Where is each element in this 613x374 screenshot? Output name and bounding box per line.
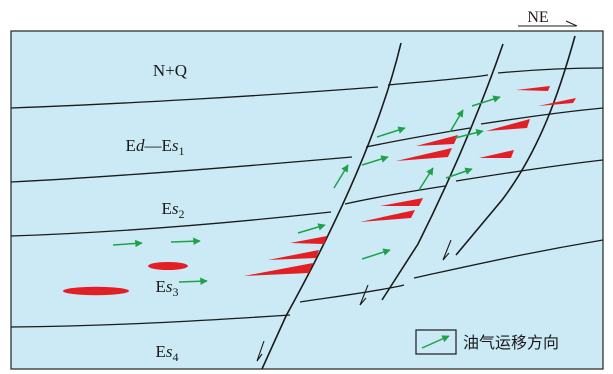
reservoir-wedge-f2-4 — [396, 148, 452, 161]
migration-arrow — [376, 126, 406, 138]
boundary-es3-base — [11, 239, 603, 328]
direction-tick — [565, 20, 578, 27]
direction-label: NE — [527, 9, 548, 26]
fault-1 — [261, 42, 402, 369]
migration-arrow — [361, 248, 391, 260]
faults — [261, 35, 576, 369]
strata-boundaries — [11, 67, 603, 328]
reservoirs — [63, 86, 576, 296]
legend-arrow-icon — [421, 335, 450, 349]
unit-label-part: 4 — [173, 350, 179, 364]
reservoir-wedge-f1-2 — [268, 250, 319, 260]
reservoir-wedge-f3-2 — [479, 150, 514, 158]
migration-arrow — [449, 109, 464, 133]
reservoir-lens-left — [63, 286, 129, 296]
unit-label-part: s — [166, 342, 173, 361]
migration-arrow — [178, 277, 208, 285]
reservoir-wedge-f2-3 — [416, 135, 458, 146]
reservoir-wedge-f3-4 — [538, 98, 576, 106]
unit-label-es3: Es3 — [155, 277, 178, 299]
migration-arrow — [333, 164, 349, 189]
migration-arrow — [454, 128, 484, 139]
migration-arrow — [445, 167, 473, 179]
unit-label-part: —E — [143, 136, 171, 155]
direction-indicator: NE — [518, 9, 578, 27]
unit-label-part: s — [172, 199, 179, 218]
legend-symbol-box — [415, 329, 457, 355]
reservoir-wedge-f2-2 — [360, 210, 415, 222]
boundary-nq-base — [11, 67, 603, 109]
boundary-edes1-base — [11, 107, 603, 183]
unit-labels: N+Q Ed—Es1 Es2 Es3 Es4 — [126, 61, 188, 364]
legend: 油气运移方向 — [415, 329, 559, 355]
fault-1-slip-mark — [256, 340, 265, 362]
reservoir-wedge-f1-3 — [244, 263, 313, 276]
fault-3 — [455, 35, 576, 256]
section-background — [10, 30, 604, 370]
migration-arrow — [471, 95, 501, 107]
reservoir-lens-middle — [148, 262, 188, 270]
unit-label-part: E — [161, 199, 171, 218]
boundary-es2-base — [11, 159, 603, 237]
unit-label-part: 1 — [178, 144, 184, 158]
unit-label-part: d — [136, 136, 145, 155]
migration-arrow — [418, 167, 434, 191]
migration-arrow — [361, 155, 389, 166]
unit-label-nq: N+Q — [153, 61, 187, 80]
migration-arrow — [297, 223, 326, 234]
unit-label-part: E — [126, 136, 136, 155]
reservoir-wedge-f2-1 — [380, 198, 423, 206]
fault-displacement-marks — [256, 239, 452, 362]
reservoir-wedge-f3-3 — [516, 86, 550, 91]
migration-arrow — [170, 237, 201, 245]
unit-label-part: s — [172, 136, 179, 155]
reservoir-wedge-f1-1 — [290, 236, 327, 244]
legend-label: 油气运移方向 — [463, 333, 559, 352]
unit-label-part: 3 — [173, 285, 179, 299]
reservoir-wedge-f3-1 — [486, 119, 530, 131]
unit-label-part: E — [155, 342, 165, 361]
fault-3-slip-mark — [442, 239, 452, 261]
unit-label-es4: Es4 — [155, 342, 178, 364]
migration-arrows — [112, 95, 501, 285]
unit-label-ed-es1: Ed—Es1 — [126, 136, 185, 158]
unit-label-part: 2 — [179, 207, 185, 221]
unit-label-part: E — [155, 277, 165, 296]
unit-label-part: N+Q — [153, 61, 187, 80]
unit-label-part: s — [166, 277, 173, 296]
fault-2-slip-mark — [359, 284, 369, 306]
migration-arrow — [112, 239, 143, 248]
fault-2 — [381, 43, 504, 301]
unit-label-es2: Es2 — [161, 199, 184, 221]
